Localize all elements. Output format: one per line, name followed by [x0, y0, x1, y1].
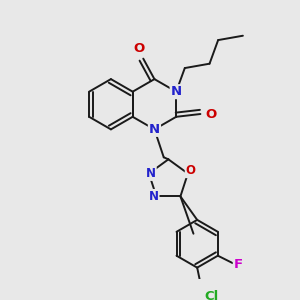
- Text: N: N: [148, 190, 159, 203]
- Text: O: O: [133, 42, 144, 55]
- Text: O: O: [186, 164, 196, 177]
- Text: N: N: [171, 85, 182, 98]
- Text: Cl: Cl: [204, 290, 218, 300]
- Text: O: O: [205, 107, 216, 121]
- Text: F: F: [234, 259, 243, 272]
- Text: N: N: [146, 167, 156, 180]
- Text: N: N: [149, 123, 160, 136]
